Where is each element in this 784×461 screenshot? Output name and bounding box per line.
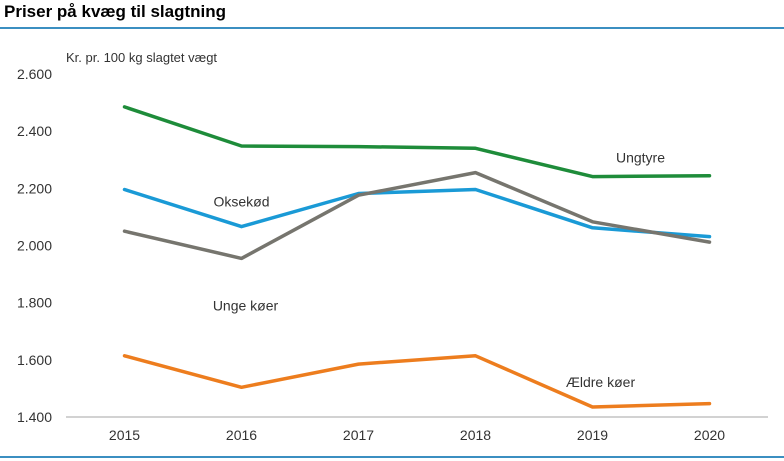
- title-rule: [0, 27, 784, 29]
- y-tick-label: 1.400: [17, 409, 52, 425]
- series-label: Oksekød: [213, 194, 269, 210]
- series-line-2: [122, 187, 712, 239]
- y-tick-label: 1.600: [17, 352, 52, 368]
- x-tick-labels: 2015 2016 2017 2018 2019 2020: [109, 427, 725, 443]
- x-tick-label: 2016: [226, 427, 257, 443]
- series-lines: [122, 105, 712, 409]
- x-tick-label: 2019: [577, 427, 608, 443]
- bottom-rule: [0, 456, 784, 458]
- chart-title: Priser på kvæg til slagtning: [4, 2, 227, 21]
- series-label: Unge køer: [213, 297, 279, 313]
- series-label: Ungtyre: [616, 150, 665, 166]
- x-tick-label: 2020: [694, 427, 725, 443]
- y-tick-label: 2.200: [17, 180, 52, 196]
- y-tick-label: 1.800: [17, 295, 52, 311]
- y-tick-label: 2.400: [17, 123, 52, 139]
- y-tick-labels: 1.400 1.600 1.800 2.000 2.200 2.400 2.600: [17, 66, 52, 425]
- x-tick-label: 2017: [343, 427, 374, 443]
- series-line-1: [122, 105, 712, 179]
- y-tick-label: 2.600: [17, 66, 52, 82]
- x-tick-label: 2015: [109, 427, 140, 443]
- y-axis-label: Kr. pr. 100 kg slagtet vægt: [66, 50, 217, 65]
- y-tick-label: 2.000: [17, 238, 52, 254]
- series-labels: Ungtyre Oksekød Unge køer Ældre køer: [213, 150, 665, 390]
- x-tick-label: 2018: [460, 427, 491, 443]
- series-line-3: [122, 170, 712, 261]
- series-line-4: [122, 354, 712, 409]
- series-label: Ældre køer: [566, 374, 636, 390]
